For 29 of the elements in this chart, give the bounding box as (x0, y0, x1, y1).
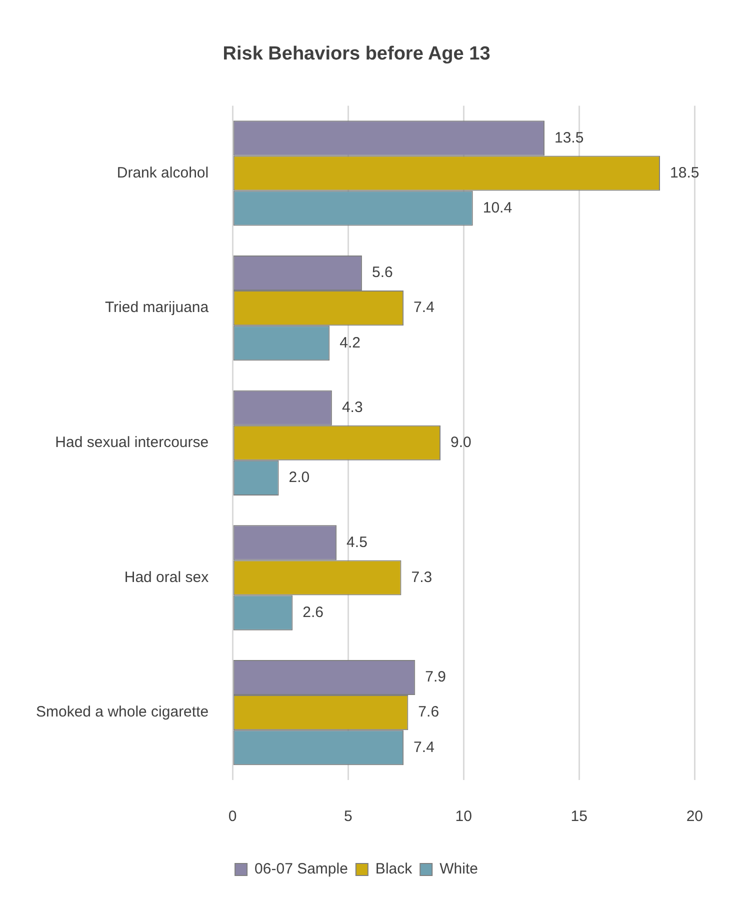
data-label: 4.3 (342, 398, 363, 416)
data-label: 7.6 (418, 704, 440, 721)
x-tick-label: 20 (686, 808, 703, 826)
x-tick-label: 10 (455, 808, 472, 826)
data-label: 13.5 (554, 129, 584, 146)
data-label: 7.4 (414, 738, 434, 756)
data-label: 9.0 (450, 434, 472, 452)
x-tick-label: 5 (344, 808, 352, 826)
data-label: 4.2 (340, 334, 360, 352)
x-tick-label: 0 (228, 808, 237, 826)
data-label: 2.6 (302, 604, 324, 621)
x-tick-label: 15 (570, 808, 588, 826)
data-label: 2.0 (288, 469, 310, 486)
y-tick-label: Had oral sex (124, 568, 210, 586)
legend-label: White (440, 860, 478, 878)
data-label: 5.6 (372, 264, 393, 282)
data-label: 7.9 (425, 668, 446, 686)
legend-label: 06-07 Sample (254, 860, 348, 878)
y-tick-label: Drank alcohol (116, 164, 209, 182)
chart-title: Risk Behaviors before Age 13 (222, 44, 490, 65)
y-tick-label: Had sexual intercourse (55, 434, 209, 452)
data-label: 18.5 (670, 164, 700, 182)
data-label: 4.5 (346, 534, 368, 551)
legend-label: Black (375, 860, 413, 878)
y-tick-label: Smoked a whole cigarette (36, 704, 209, 721)
data-label: 7.4 (414, 299, 434, 316)
y-tick-label: Tried marijuana (104, 299, 210, 316)
data-label: 7.3 (411, 568, 432, 586)
data-label: 10.4 (482, 199, 512, 216)
